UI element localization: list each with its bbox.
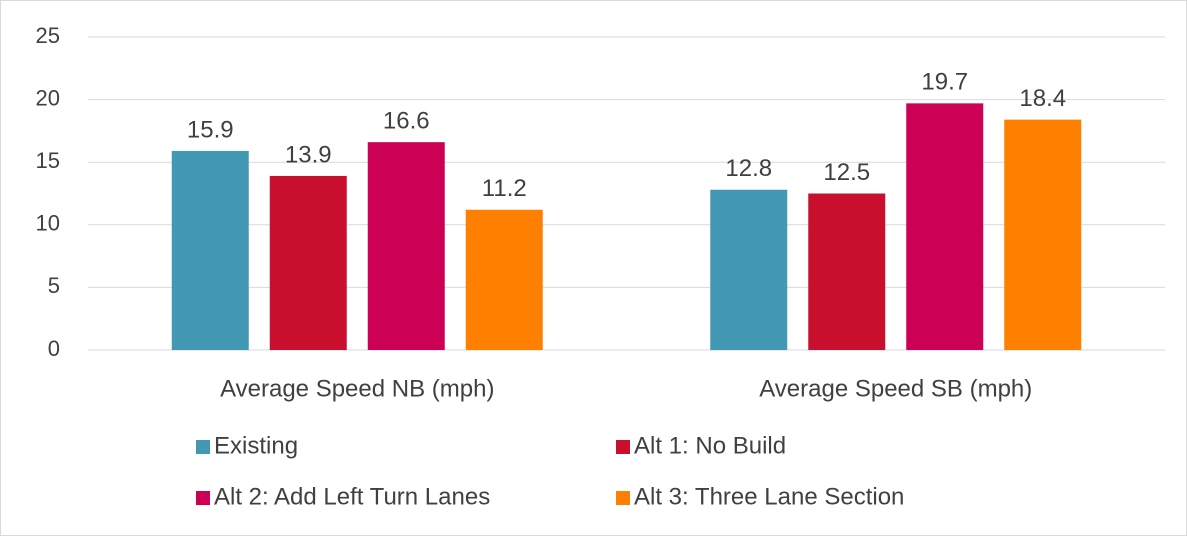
legend-label: Alt 2: Add Left Turn Lanes [214,483,490,510]
bar [171,150,249,350]
y-tick-label: 5 [48,273,60,298]
value-label: 12.5 [823,159,870,186]
legend-swatch [196,491,210,505]
y-tick-label: 0 [48,336,60,361]
bar [808,193,886,350]
value-label: 18.4 [1019,85,1066,112]
y-tick-label: 20 [36,85,60,110]
bar [906,103,984,350]
value-label: 13.9 [285,141,332,168]
x-tick-label: Average Speed NB (mph) [220,375,494,402]
y-tick-label: 15 [36,148,60,173]
bar [1004,119,1082,350]
legend-swatch [616,440,630,454]
legend-swatch [616,491,630,505]
y-tick-label: 25 [36,23,60,48]
y-tick-label: 10 [36,211,60,236]
value-label: 15.9 [187,116,234,143]
bar [710,189,788,350]
legend-swatch [196,440,210,454]
bar [367,142,445,350]
value-label: 11.2 [482,175,527,202]
legend-label: Alt 1: No Build [634,432,786,459]
x-tick-label: Average Speed SB (mph) [759,375,1032,402]
value-label: 12.8 [725,155,772,182]
bar [465,209,543,350]
value-label: 19.7 [921,69,968,96]
bar [269,175,347,350]
legend-label: Existing [214,432,298,459]
value-label: 16.6 [383,108,430,135]
legend-label: Alt 3: Three Lane Section [634,483,904,510]
